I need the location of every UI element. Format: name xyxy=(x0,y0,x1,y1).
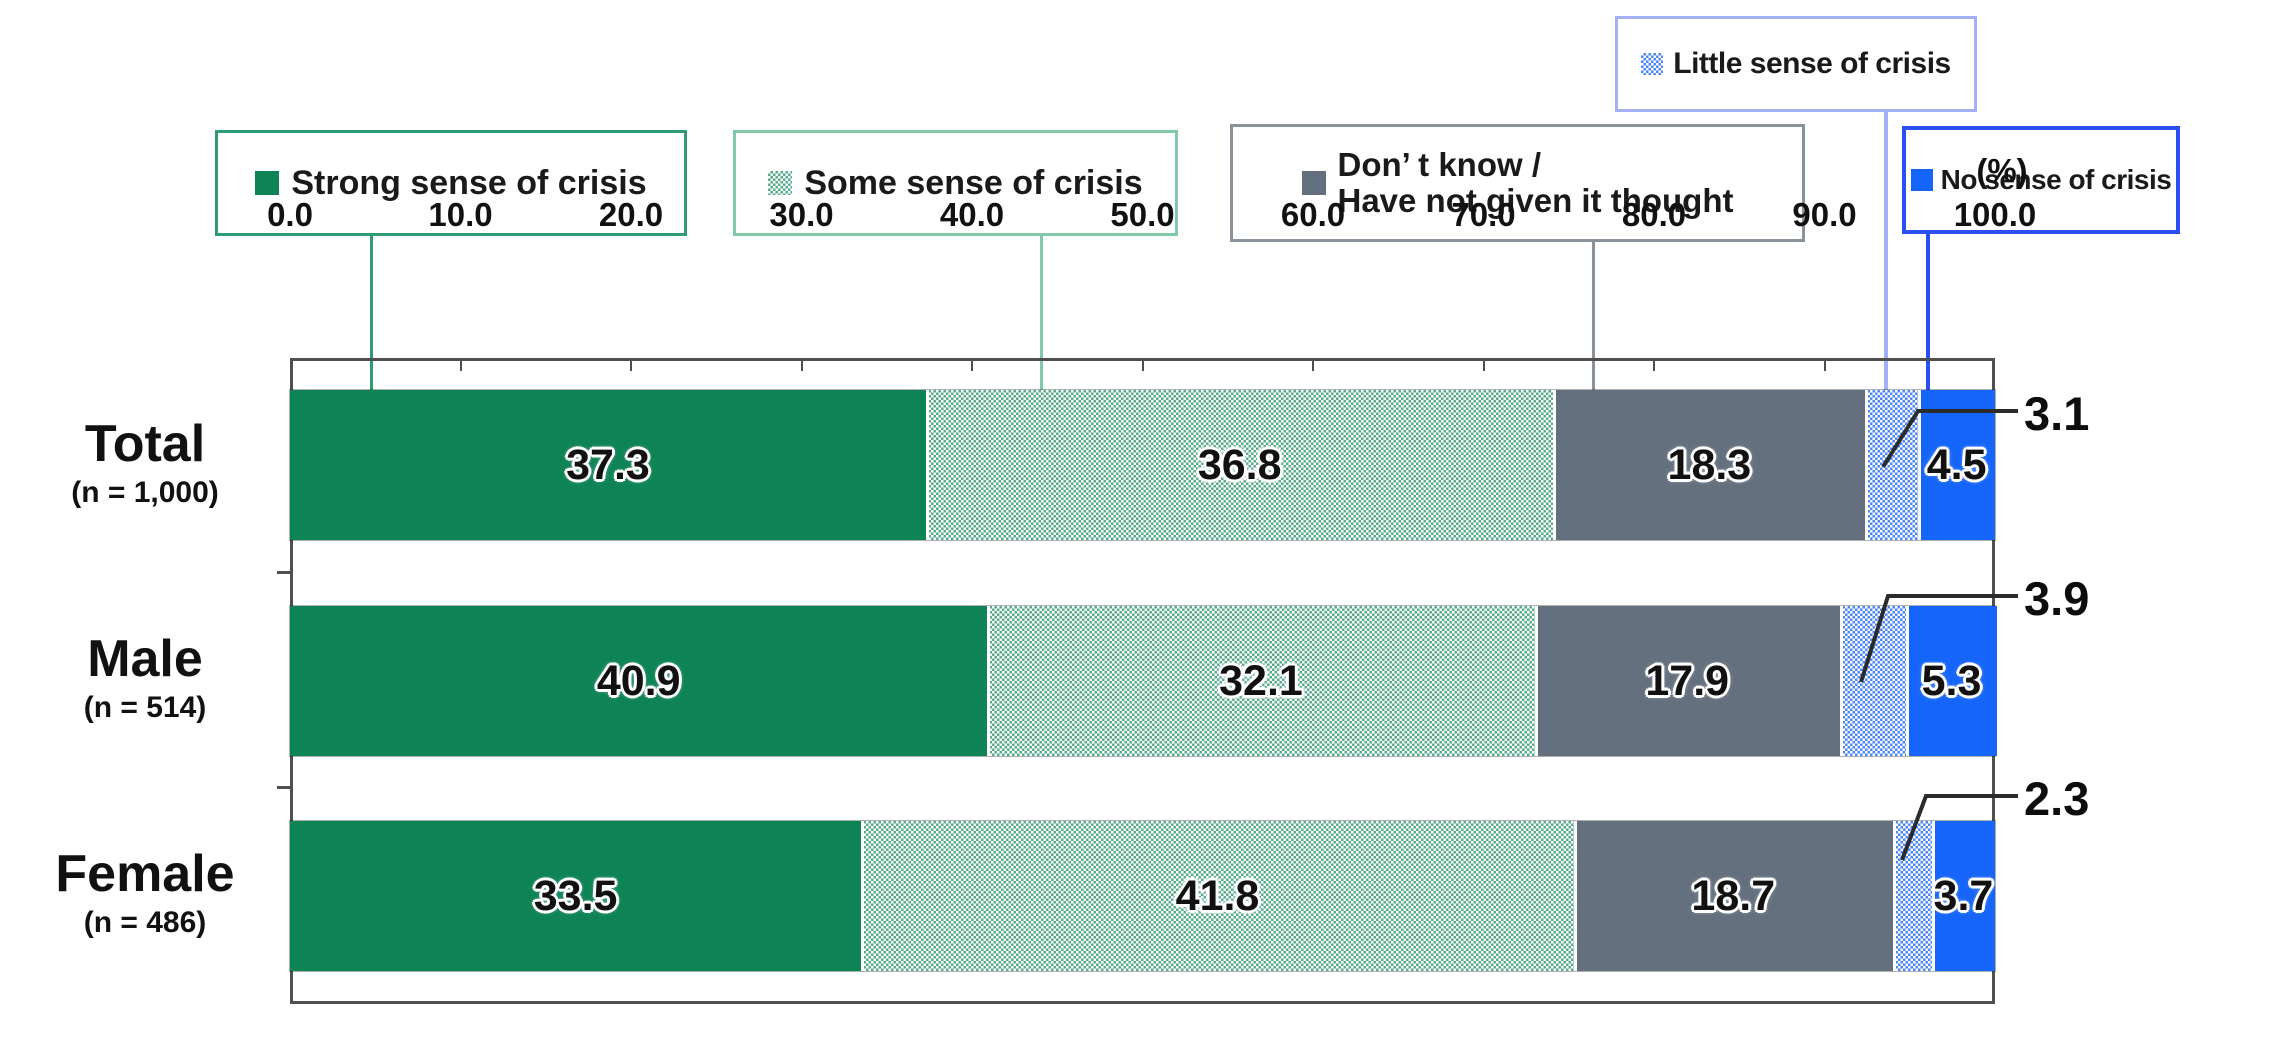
category-axis-tick xyxy=(277,786,290,789)
x-axis-tick-label: 20.0 xyxy=(598,196,664,233)
bar-row-female: 33.5 41.8 18.7 3.7 xyxy=(290,821,1995,971)
little-sense-swatch-icon xyxy=(1641,53,1664,75)
legend-little-sense-label: Little sense of crisis xyxy=(1673,47,1951,80)
dont-know-legend-leader-line xyxy=(1592,242,1595,394)
segment-value-label: 17.9 xyxy=(1645,656,1730,705)
segment-female-don-t-know-have-not-gi: 18.7 xyxy=(1573,821,1893,971)
legend-strong-sense: Strong sense of crisis xyxy=(215,130,687,236)
x-axis-tick-mark xyxy=(1141,358,1144,371)
x-axis-tick-mark xyxy=(1312,358,1314,371)
segment-value-label: 33.5 xyxy=(533,871,618,920)
x-axis-tick-label: 40.0 xyxy=(939,196,1005,233)
legend-some-sense: Some sense of crisis xyxy=(733,130,1178,236)
legend-little-sense: Little sense of crisis xyxy=(1615,16,1977,112)
x-axis-tick-mark xyxy=(800,358,803,371)
x-axis-tick-label: 70.0 xyxy=(1451,196,1516,233)
category-total-title: Total xyxy=(84,415,206,473)
segment-value-label: 37.3 xyxy=(566,440,650,489)
segment-male-no-sense-of-crisis: 5.3 xyxy=(1906,606,1997,756)
segment-total-little-sense-of-crisis xyxy=(1865,390,1919,540)
legend-dont-know-line1: Don’ t know / xyxy=(1337,146,1542,184)
segment-male-little-sense-of-crisis xyxy=(1839,606,1907,756)
segment-value-label: 3.7 xyxy=(1933,871,1994,920)
legend-some-sense-label: Some sense of crisis xyxy=(804,163,1143,202)
x-axis-tick-label: 50.0 xyxy=(1110,196,1175,233)
x-axis-tick-label: 10.0 xyxy=(428,196,493,233)
callout-value-female-little: 2.3 xyxy=(2024,772,2090,825)
category-male-n: (n = 514) xyxy=(83,691,207,724)
some-sense-swatch-icon xyxy=(768,171,793,195)
segment-value-label: 5.3 xyxy=(1921,656,1982,705)
category-label-male: Male (n = 514) xyxy=(16,633,274,723)
legend-no-sense-label: No sense of crisis xyxy=(1940,164,2172,195)
segment-value-label: 36.8 xyxy=(1197,440,1282,489)
category-label-total: Total (n = 1,000) xyxy=(16,418,274,508)
segment-male-don-t-know-have-not-gi: 17.9 xyxy=(1534,606,1840,756)
callout-value-total-little: 3.1 xyxy=(2024,387,2090,440)
x-axis-tick-label: 30.0 xyxy=(769,196,834,233)
category-label-female: Female (n = 486) xyxy=(16,848,274,938)
legend-dont-know: Don’ t know / Have not given it thought xyxy=(1230,124,1805,242)
x-axis-tick-label: 100.0 xyxy=(1953,196,2037,233)
category-total-n: (n = 1,000) xyxy=(71,476,219,509)
strong-legend-leader-line xyxy=(370,236,373,394)
segment-value-label: 18.3 xyxy=(1667,440,1752,489)
bar-row-male: 40.9 32.1 17.9 5.3 xyxy=(290,606,1997,756)
x-axis-tick-mark xyxy=(630,358,632,371)
percent-unit-label: (%) xyxy=(1976,152,2028,189)
x-axis-tick-mark xyxy=(1653,358,1655,371)
callout-value-male-little: 3.9 xyxy=(2024,572,2090,625)
x-axis-tick-mark xyxy=(971,358,973,371)
segment-male-some-sense-of-crisis: 32.1 xyxy=(987,606,1535,756)
x-axis-tick-mark xyxy=(1823,358,1826,371)
some-legend-leader-line xyxy=(1040,236,1043,394)
no-sense-swatch-icon xyxy=(1910,169,1933,191)
segment-male-strong-sense-of-crisis: 40.9 xyxy=(290,606,988,756)
segment-value-label: 32.1 xyxy=(1219,656,1303,705)
segment-value-label: 4.5 xyxy=(1926,440,1987,489)
no-legend-leader-line xyxy=(1926,232,1930,394)
dont-know-swatch-icon xyxy=(1301,171,1326,195)
legend-no-sense: No sense of crisis xyxy=(1902,126,2180,234)
x-axis-tick-mark xyxy=(459,358,462,371)
segment-female-strong-sense-of-crisis: 33.5 xyxy=(290,821,862,971)
bar-row-total: 37.3 36.8 18.3 4.5 xyxy=(290,390,1995,540)
strong-sense-swatch-icon xyxy=(255,171,280,195)
x-axis-tick-label: 80.0 xyxy=(1621,196,1687,233)
little-legend-leader-line xyxy=(1884,110,1888,394)
segment-total-some-sense-of-crisis: 36.8 xyxy=(925,390,1554,540)
x-axis-tick-mark xyxy=(1482,358,1485,371)
x-axis-tick-label: 0.0 xyxy=(267,196,313,233)
category-female-title: Female xyxy=(55,845,235,903)
legend-strong-sense-label: Strong sense of crisis xyxy=(291,163,647,202)
category-female-n: (n = 486) xyxy=(83,906,207,939)
segment-value-label: 40.9 xyxy=(596,656,681,705)
segment-value-label: 41.8 xyxy=(1175,871,1260,920)
segment-female-no-sense-of-crisis: 3.7 xyxy=(1931,821,1995,971)
segment-total-no-sense-of-crisis: 4.5 xyxy=(1918,390,1995,540)
category-axis-tick xyxy=(277,571,290,574)
segment-total-strong-sense-of-crisis: 37.3 xyxy=(290,390,926,540)
x-axis-tick-label: 90.0 xyxy=(1792,196,1857,233)
category-male-title: Male xyxy=(87,630,203,688)
x-axis-tick-label: 60.0 xyxy=(1280,196,1346,233)
segment-value-label: 18.7 xyxy=(1691,871,1776,920)
segment-female-little-sense-of-crisis xyxy=(1892,821,1932,971)
segment-total-don-t-know-have-not-gi: 18.3 xyxy=(1553,390,1866,540)
legend-dont-know-line2: Have not given it thought xyxy=(1337,182,1734,219)
segment-female-some-sense-of-crisis: 41.8 xyxy=(861,821,1574,971)
